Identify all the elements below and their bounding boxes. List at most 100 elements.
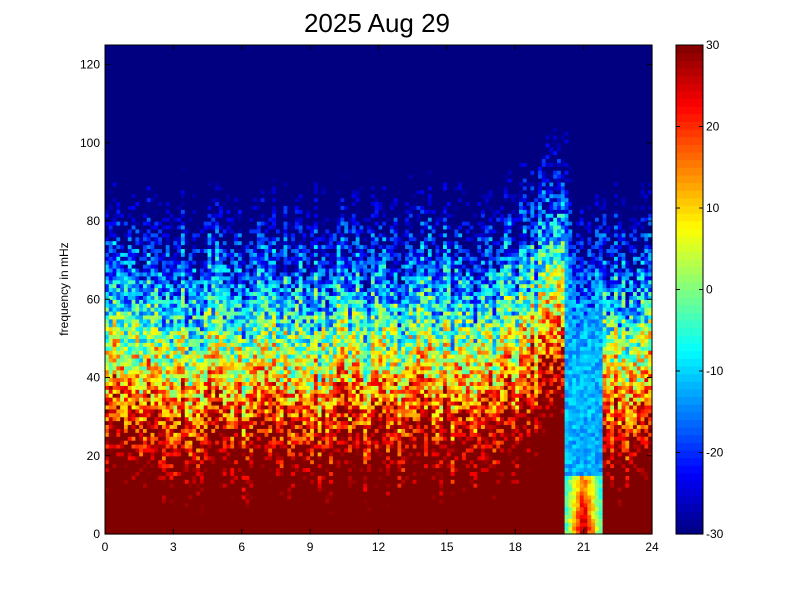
heatmap-cell <box>180 256 186 261</box>
heatmap-cell <box>105 146 110 152</box>
heatmap-cell <box>131 264 136 269</box>
heatmap-cell <box>199 119 205 124</box>
heatmap-cell <box>199 510 205 516</box>
heatmap-cell <box>207 432 212 437</box>
heatmap-cell <box>142 357 148 363</box>
heatmap-cell <box>245 428 250 433</box>
heatmap-cell <box>207 322 212 328</box>
heatmap-cell <box>218 150 224 156</box>
heatmap-cell <box>165 291 171 296</box>
heatmap-cell <box>245 217 250 222</box>
heatmap-cell <box>245 72 250 77</box>
heatmap-cell <box>139 397 144 402</box>
heatmap-cell <box>241 487 247 492</box>
heatmap-cell <box>222 522 228 527</box>
heatmap-cell <box>188 68 193 73</box>
heatmap-cell <box>105 483 110 488</box>
heatmap-cell <box>226 138 231 144</box>
heatmap-cell <box>180 385 186 390</box>
heatmap-cell <box>215 467 220 473</box>
heatmap-cell <box>120 385 125 390</box>
heatmap-cell <box>230 260 235 265</box>
heatmap-cell <box>253 287 258 293</box>
heatmap-cell <box>237 142 243 148</box>
heatmap-cell <box>234 76 239 81</box>
heatmap-cell <box>192 197 197 203</box>
heatmap-cell <box>253 146 258 152</box>
heatmap-cell <box>108 224 114 230</box>
heatmap-cell <box>146 72 152 77</box>
heatmap-cell <box>116 127 121 132</box>
heatmap-cell <box>142 72 148 77</box>
heatmap-cell <box>105 334 110 339</box>
heatmap-cell <box>120 162 125 167</box>
heatmap-cell <box>222 530 228 535</box>
heatmap-cell <box>230 377 235 383</box>
heatmap-cell <box>112 142 117 148</box>
heatmap-cell <box>199 373 205 379</box>
heatmap-cell <box>180 287 186 293</box>
heatmap-cell <box>142 193 148 199</box>
heatmap-cell <box>169 142 174 148</box>
heatmap-cell <box>169 131 174 136</box>
heatmap-cell <box>177 459 182 465</box>
heatmap-cell <box>192 467 197 473</box>
heatmap-cell <box>218 350 224 355</box>
heatmap-cell <box>142 428 148 433</box>
heatmap-cell <box>112 510 117 516</box>
heatmap-cell <box>222 107 228 113</box>
heatmap-cell <box>177 248 182 253</box>
heatmap-cell <box>222 45 228 50</box>
heatmap-cell <box>218 76 224 81</box>
heatmap-cell <box>226 510 231 516</box>
heatmap-cell <box>196 471 201 476</box>
heatmap-cell <box>139 314 144 320</box>
heatmap-cell <box>161 279 167 285</box>
heatmap-cell <box>177 471 182 476</box>
heatmap-cell <box>177 68 182 73</box>
heatmap-cell <box>123 444 129 449</box>
heatmap-cell <box>131 283 136 289</box>
heatmap-cell <box>249 475 254 480</box>
heatmap-cell <box>120 72 125 77</box>
heatmap-cell <box>237 295 243 300</box>
heatmap-cell <box>112 197 117 203</box>
heatmap-cell <box>241 502 247 508</box>
heatmap-cell <box>142 483 148 488</box>
heatmap-cell <box>169 72 174 77</box>
heatmap-cell <box>211 48 216 54</box>
heatmap-cell <box>249 95 254 101</box>
heatmap-cell <box>188 330 193 336</box>
heatmap-cell <box>253 228 258 234</box>
heatmap-cell <box>249 318 254 324</box>
heatmap-cell <box>169 420 174 426</box>
heatmap-cell <box>180 252 186 257</box>
heatmap-cell <box>196 146 201 152</box>
heatmap-cell <box>127 252 133 257</box>
heatmap-cell <box>158 134 163 140</box>
heatmap-cell <box>177 228 182 234</box>
heatmap-cell <box>180 181 186 187</box>
heatmap-cell <box>112 131 117 136</box>
heatmap-cell <box>161 440 167 445</box>
heatmap-cell <box>180 322 186 328</box>
heatmap-cell <box>199 412 205 418</box>
heatmap-cell <box>150 76 155 81</box>
heatmap-cell <box>226 185 231 191</box>
heatmap-cell <box>158 142 163 148</box>
heatmap-cell <box>123 91 129 97</box>
heatmap-cell <box>180 381 186 386</box>
heatmap-cell <box>142 498 148 504</box>
heatmap-cell <box>146 170 152 175</box>
heatmap-cell <box>158 318 163 324</box>
heatmap-cell <box>188 166 193 171</box>
heatmap-cell <box>192 146 197 152</box>
heatmap-cell <box>123 447 129 453</box>
heatmap-cell <box>203 494 209 500</box>
heatmap-cell <box>222 154 228 160</box>
heatmap-cell <box>199 95 205 101</box>
heatmap-cell <box>234 412 239 418</box>
heatmap-cell <box>188 506 193 512</box>
heatmap-cell <box>180 275 186 281</box>
heatmap-cell <box>188 311 193 316</box>
